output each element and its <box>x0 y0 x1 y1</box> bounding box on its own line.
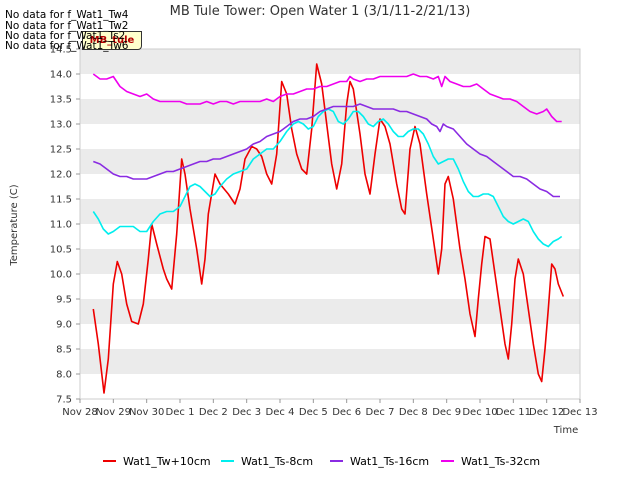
x-tick-label: Dec 5 <box>299 407 328 418</box>
legend-label: Wat1_Tw+10cm <box>123 455 211 468</box>
no-data-message-tw2: No data for f_Wat1_Tw2 <box>5 20 129 32</box>
y-tick-label: 9.0 <box>56 320 72 331</box>
series-line-wat1-ts-32cm <box>92 73 562 123</box>
y-tick-label: 10.0 <box>50 270 72 281</box>
y-axis-ticks: 7.5 8.0 8.5 9.0 9.5 10.0 10.5 11.0 11.5 12.0 12.5 1… <box>50 45 80 406</box>
grid-band <box>80 99 580 124</box>
x-tick-label: Dec 12 <box>529 407 564 418</box>
site-tag-button[interactable]: MB_tule <box>82 31 142 50</box>
y-tick-label: 14.0 <box>50 70 72 81</box>
x-tick-label: Dec 10 <box>462 407 497 418</box>
x-tick-label: Dec 1 <box>166 407 195 418</box>
x-tick-label: Dec 3 <box>232 407 261 418</box>
y-tick-label: 11.0 <box>50 220 72 231</box>
y-tick-label: 9.5 <box>56 295 72 306</box>
no-data-message-tw6: No data for f_Wat1_Tw6 <box>5 40 129 52</box>
y-tick-label: 10.5 <box>50 245 72 256</box>
x-tick-label: Dec 9 <box>432 407 461 418</box>
x-tick-label: Dec 8 <box>399 407 428 418</box>
y-axis-title: Temperature (C) <box>9 184 20 266</box>
no-data-message-tw4: No data for f_Wat1_Tw4 <box>5 9 129 21</box>
series-line-wat1-ts-16cm <box>93 103 560 198</box>
grid-band <box>80 349 580 374</box>
grid-band <box>80 299 580 324</box>
y-tick-label: 12.5 <box>50 145 72 156</box>
y-tick-label: 7.5 <box>56 395 72 406</box>
x-tick-label: Nov 29 <box>96 407 131 418</box>
grid-band <box>80 49 580 74</box>
chart-title: MB Tule Tower: Open Water 1 (3/1/11-2/21… <box>170 4 471 19</box>
plot-background-bands <box>80 49 580 374</box>
series-lines <box>92 63 565 394</box>
grid-band <box>80 249 580 274</box>
series-line-wat1-ts-8cm <box>92 108 563 248</box>
x-tick-label: Dec 6 <box>332 407 361 418</box>
y-tick-label: 13.5 <box>50 95 72 106</box>
x-tick-label: Dec 7 <box>366 407 395 418</box>
legend-label: Wat1_Ts-32cm <box>461 455 540 468</box>
y-tick-label: 11.5 <box>50 195 72 206</box>
legend-label: Wat1_Ts-16cm <box>350 455 429 468</box>
y-tick-label: 13.0 <box>50 120 72 131</box>
x-axis-title: Time <box>553 425 578 436</box>
y-tick-label: 14.5 <box>50 45 72 56</box>
x-tick-label: Nov 30 <box>129 407 164 418</box>
legend-label: Wat1_Ts-8cm <box>241 455 313 468</box>
y-tick-label: 8.5 <box>56 345 72 356</box>
x-tick-label: Dec 13 <box>562 407 597 418</box>
no-data-message-ts2: No data for f_Wat1_Ts2 <box>5 30 126 42</box>
y-tick-label: 8.0 <box>56 370 72 381</box>
series-line-wat1-tw-10cm <box>92 63 565 394</box>
y-tick-label: 12.0 <box>50 170 72 181</box>
x-tick-label: Dec 11 <box>496 407 531 418</box>
x-tick-label: Dec 2 <box>199 407 228 418</box>
legend: Wat1_Tw+10cm Wat1_Ts-8cm Wat1_Ts-16cm Wat1_… <box>103 455 540 468</box>
x-tick-label: Nov 28 <box>62 407 97 418</box>
x-tick-label: Dec 4 <box>266 407 295 418</box>
